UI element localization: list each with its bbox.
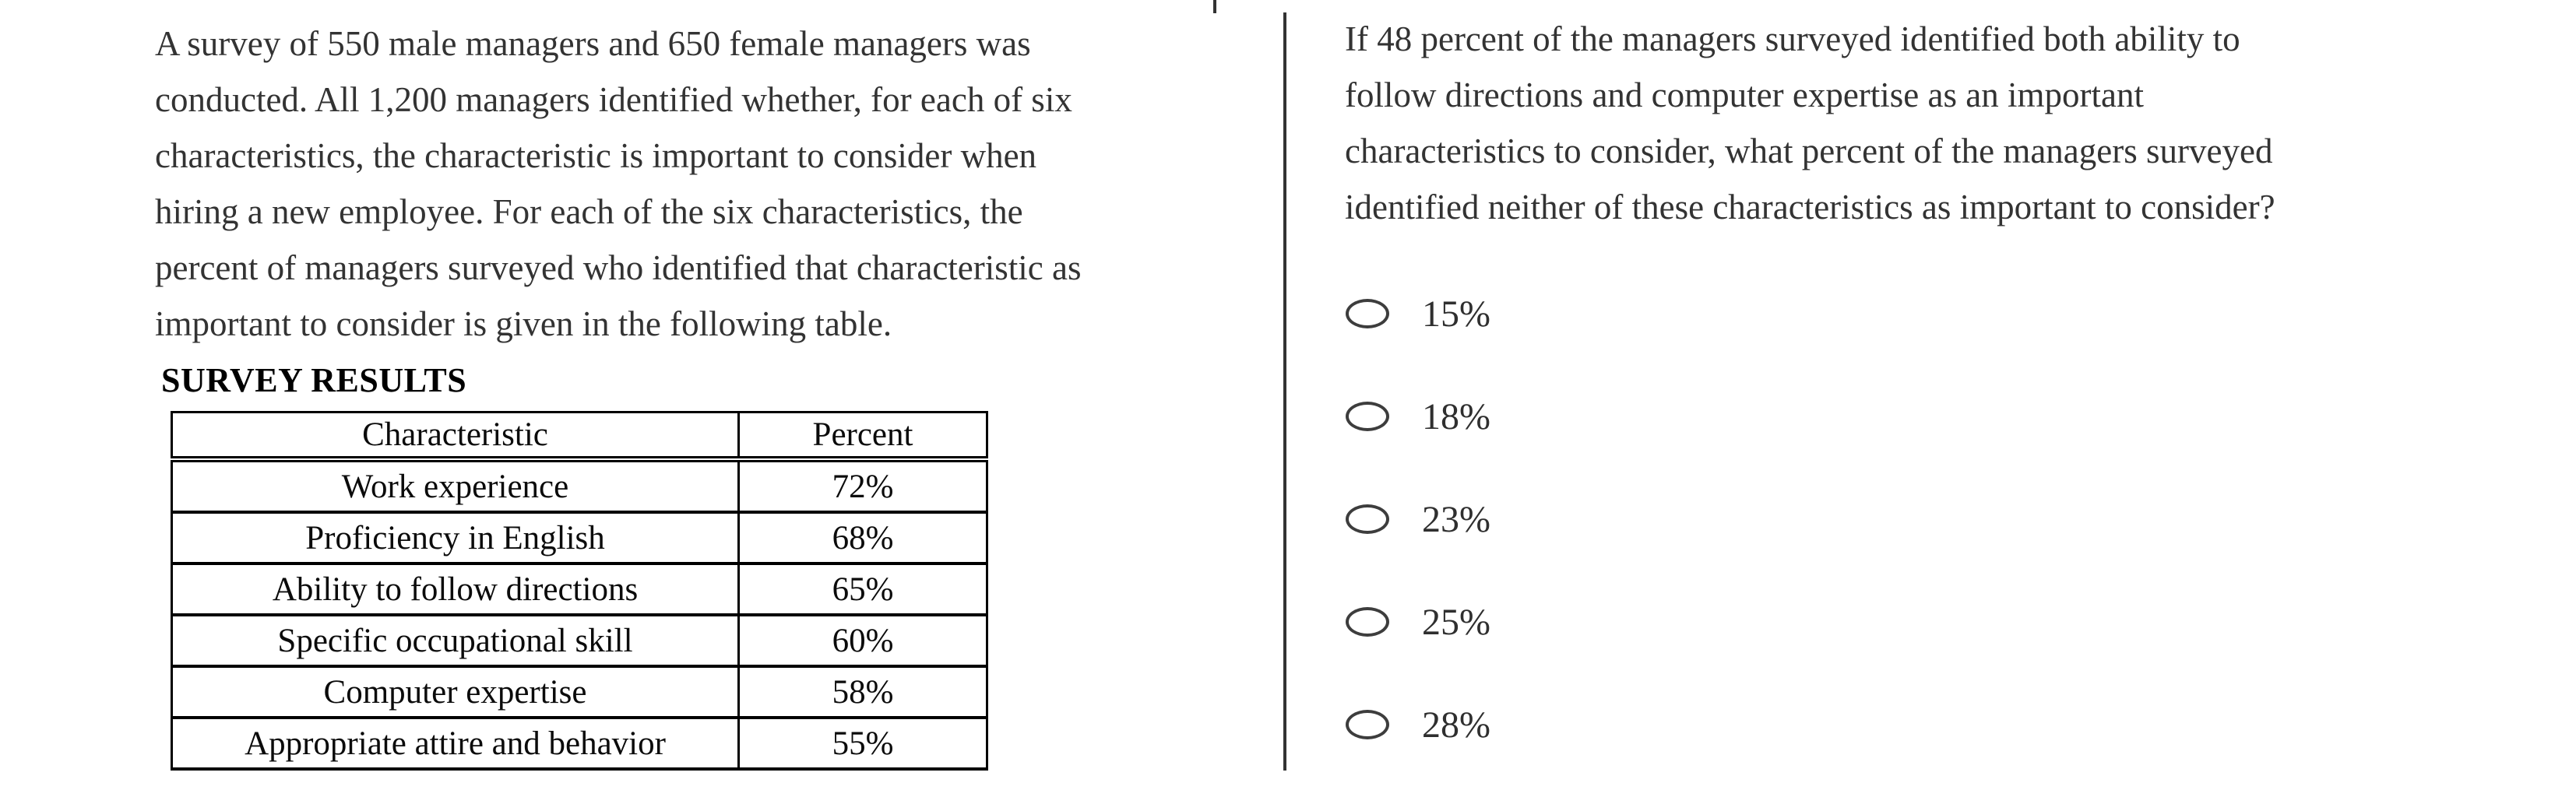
answer-option-label[interactable]: 15% (1422, 293, 1490, 335)
table-cell-percent: 65% (737, 562, 988, 616)
radio-button-icon[interactable] (1346, 402, 1389, 431)
table-header-percent: Percent (737, 411, 988, 462)
table-cell-percent: 68% (737, 511, 988, 565)
table-cell-characteristic: Specific occupational skill (171, 613, 740, 668)
question-line: characteristics to consider, what percen… (1345, 132, 2273, 170)
radio-button-icon[interactable] (1346, 710, 1389, 739)
passage-line: percent of managers surveyed who identif… (155, 248, 1082, 287)
table-cell-characteristic: Computer expertise (171, 665, 740, 719)
radio-button-icon[interactable] (1346, 504, 1389, 534)
table-title: SURVEY RESULTS (161, 361, 467, 399)
table-cell-characteristic: Ability to follow directions (171, 562, 740, 616)
radio-button-icon[interactable] (1346, 299, 1389, 328)
table-header-row: Characteristic Percent (171, 411, 988, 462)
table-row: Work experience 72% (171, 458, 988, 514)
question-line: follow directions and computer expertise… (1345, 75, 2144, 114)
top-tick-mark (1213, 0, 1216, 13)
passage-line: A survey of 550 male managers and 650 fe… (155, 24, 1031, 63)
answer-option-label[interactable]: 18% (1422, 395, 1490, 437)
question-line: identified neither of these characterist… (1345, 188, 2275, 226)
answer-option-label[interactable]: 25% (1422, 601, 1490, 643)
answer-option[interactable]: 28% (1346, 701, 1490, 748)
table-row: Proficiency in English 68% (171, 511, 988, 565)
table-cell-percent: 55% (737, 716, 988, 771)
table-cell-characteristic: Proficiency in English (171, 511, 740, 565)
answer-option-label[interactable]: 23% (1422, 498, 1490, 540)
table-row: Computer expertise 58% (171, 665, 988, 719)
question-text: If 48 percent of the managers surveyed i… (1345, 11, 2497, 235)
passage-line: conducted. All 1,200 managers identified… (155, 80, 1072, 119)
passage-line: hiring a new employee. For each of the s… (155, 192, 1023, 231)
table-header-characteristic: Characteristic (171, 411, 740, 462)
table-row: Specific occupational skill 60% (171, 613, 988, 668)
passage-line: characteristics, the characteristic is i… (155, 136, 1037, 175)
panel-divider (1283, 12, 1286, 771)
table-row: Ability to follow directions 65% (171, 562, 988, 616)
survey-results-table: Characteristic Percent Work experience 7… (171, 411, 988, 771)
table-row: Appropriate attire and behavior 55% (171, 716, 988, 771)
answer-option-label[interactable]: 28% (1422, 704, 1490, 746)
answer-option[interactable]: 23% (1346, 496, 1490, 542)
answer-option[interactable]: 25% (1346, 599, 1490, 645)
table-cell-characteristic: Work experience (171, 458, 740, 514)
answer-option[interactable]: 15% (1346, 290, 1490, 337)
table-cell-percent: 72% (737, 458, 988, 514)
answer-options: 15% 18% 23% 25% 28% (1346, 290, 1490, 804)
table-cell-percent: 60% (737, 613, 988, 668)
answer-option[interactable]: 18% (1346, 393, 1490, 440)
passage-line: important to consider is given in the fo… (155, 304, 892, 343)
table-cell-percent: 58% (737, 665, 988, 719)
passage: A survey of 550 male managers and 650 fe… (155, 16, 1276, 352)
table-cell-characteristic: Appropriate attire and behavior (171, 716, 740, 771)
radio-button-icon[interactable] (1346, 607, 1389, 637)
question-line: If 48 percent of the managers surveyed i… (1345, 19, 2240, 58)
